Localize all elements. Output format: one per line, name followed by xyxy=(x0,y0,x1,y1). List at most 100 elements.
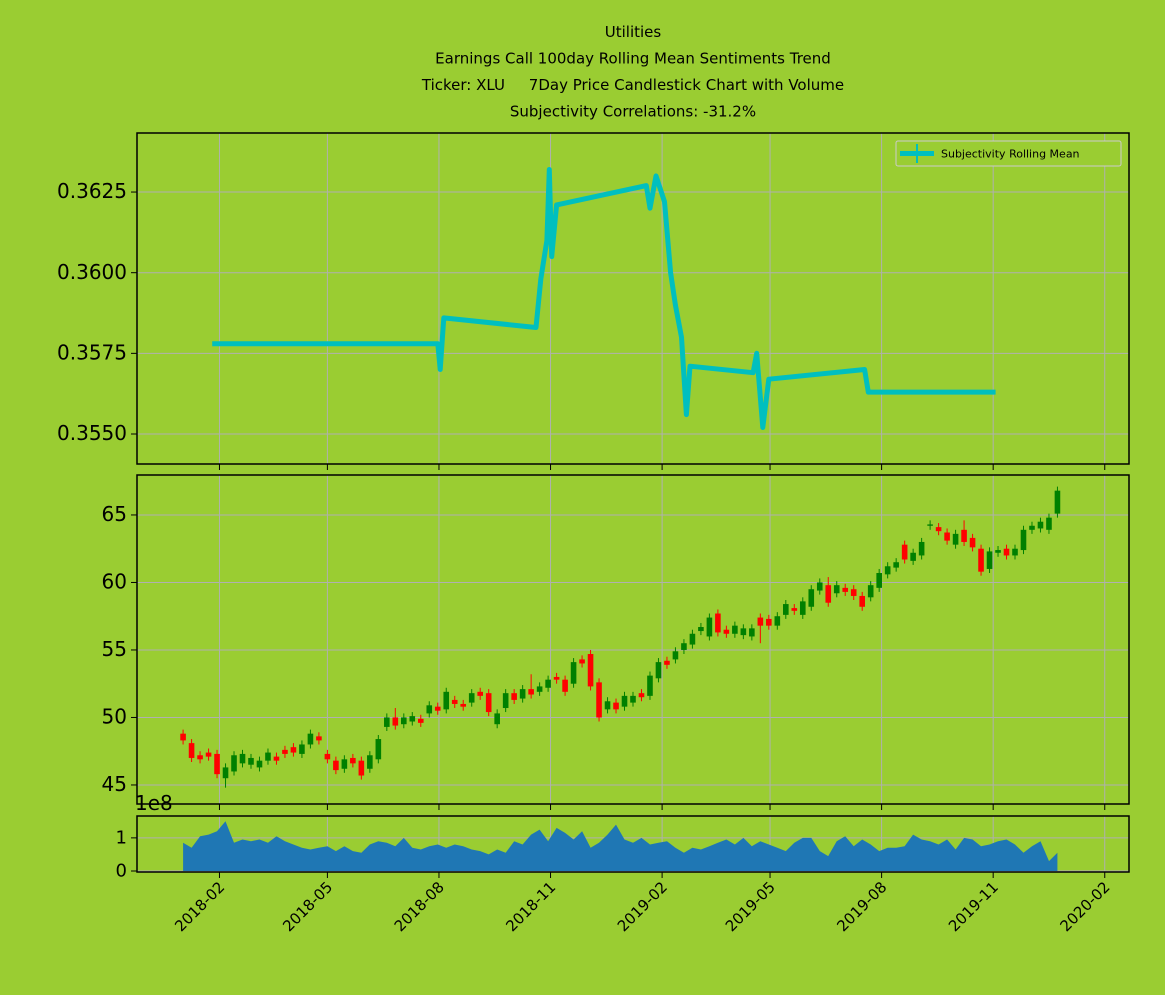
y-tick-label: 0.3575 xyxy=(57,340,127,364)
volume-area xyxy=(183,821,1058,871)
candle-body xyxy=(341,759,348,769)
candle-body xyxy=(799,601,806,615)
candle-body xyxy=(867,585,874,598)
candle-body xyxy=(655,662,662,679)
y-tick-label: 45 xyxy=(102,772,127,796)
candle-body xyxy=(392,717,399,726)
candle-body xyxy=(664,660,670,665)
candle-body xyxy=(918,541,925,556)
candle-body xyxy=(995,550,1001,553)
candle-body xyxy=(596,682,602,718)
candle-body xyxy=(299,744,305,754)
candle-body xyxy=(460,703,467,707)
candle-body xyxy=(400,717,407,725)
candle-body xyxy=(901,544,908,560)
candle-body xyxy=(698,627,704,632)
x-tick-label: 2018-08 xyxy=(391,878,448,935)
axes-frame xyxy=(136,474,1130,805)
y-tick-label: 55 xyxy=(102,637,127,661)
candle-body xyxy=(451,699,458,704)
candle-body xyxy=(647,675,653,696)
candle-body xyxy=(774,616,781,626)
candle-body xyxy=(367,755,373,769)
x-tick-label: 2019-11 xyxy=(945,878,1002,935)
candle-body xyxy=(1037,521,1044,529)
candle-body xyxy=(783,604,789,615)
candle-body xyxy=(358,760,365,776)
x-tick-label: 2019-02 xyxy=(614,878,671,935)
candle-body xyxy=(282,749,288,754)
y-tick-label: 60 xyxy=(102,570,127,594)
x-tick-label: 2018-05 xyxy=(279,878,336,935)
x-tick-label: 2019-05 xyxy=(722,878,779,935)
candle-body xyxy=(511,693,517,700)
candle-body xyxy=(1054,490,1061,514)
x-tick-label: 2019-08 xyxy=(833,878,890,935)
candle-body xyxy=(180,733,186,741)
candle-body xyxy=(494,713,500,725)
candle-body xyxy=(766,618,772,626)
candle-body xyxy=(715,613,721,633)
candle-body xyxy=(545,679,551,688)
candle-body xyxy=(434,706,441,711)
candle-body xyxy=(239,753,246,764)
candle-body xyxy=(859,595,866,607)
y-tick-label: 0.3550 xyxy=(57,421,127,445)
candle-body xyxy=(587,654,594,687)
x-tick-label: 2020-02 xyxy=(1057,878,1114,935)
chart-title: Ticker: XLU 7Day Price Candlestick Chart… xyxy=(421,76,844,94)
candle-body xyxy=(740,628,747,636)
candle-body xyxy=(850,589,857,596)
candle-body xyxy=(205,752,212,757)
candle-body xyxy=(214,753,220,775)
chart-title: Earnings Call 100day Rolling Mean Sentim… xyxy=(435,50,831,68)
candle-body xyxy=(502,693,509,709)
candle-body xyxy=(833,585,840,594)
candle-body xyxy=(961,529,967,542)
candle-body xyxy=(528,689,534,695)
candle-body xyxy=(248,757,254,765)
axes-frame xyxy=(136,132,1130,465)
candle-body xyxy=(944,532,950,541)
candle-body xyxy=(562,679,568,692)
candle-body xyxy=(333,760,339,771)
candle-body xyxy=(417,718,424,723)
candle-body xyxy=(749,628,755,637)
candle-body xyxy=(978,548,984,572)
candle-body xyxy=(350,757,356,764)
candle-body xyxy=(1003,548,1010,556)
candle-body xyxy=(689,633,696,645)
candle-body xyxy=(732,625,738,634)
candle-body xyxy=(893,562,899,568)
candle-body xyxy=(1012,548,1018,556)
y-tick-label: 0.3625 xyxy=(57,179,127,203)
candle-body xyxy=(613,702,619,710)
candle-body xyxy=(927,524,933,526)
candle-body xyxy=(231,755,237,772)
candle-body xyxy=(910,552,916,561)
y-tick-label: 1 xyxy=(116,827,127,848)
y-tick-label: 50 xyxy=(102,705,127,729)
candle-body xyxy=(324,753,331,760)
candle-body xyxy=(816,582,823,591)
candle-body xyxy=(791,608,798,611)
candle-body xyxy=(842,587,849,592)
candle-body xyxy=(409,716,416,722)
candle-body xyxy=(630,695,636,703)
candle-body xyxy=(757,617,764,626)
candle-body xyxy=(723,629,730,634)
candle-body xyxy=(536,686,543,692)
candle-body xyxy=(485,693,492,713)
y-offset-label: 1e8 xyxy=(135,791,173,815)
candle-body xyxy=(638,693,645,698)
candle-body xyxy=(384,717,390,727)
candle-body xyxy=(265,752,271,761)
axes-frame xyxy=(136,815,1130,873)
x-tick-label: 2018-11 xyxy=(502,878,559,935)
candle-body xyxy=(935,527,942,532)
candle-body xyxy=(1046,517,1052,530)
candle-body xyxy=(426,705,433,714)
candle-body xyxy=(1029,525,1035,530)
candle-body xyxy=(706,617,713,637)
